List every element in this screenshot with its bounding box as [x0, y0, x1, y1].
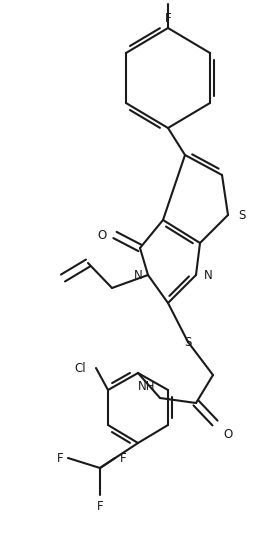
- Text: O: O: [223, 428, 232, 441]
- Text: F: F: [165, 12, 171, 25]
- Text: Cl: Cl: [75, 362, 86, 375]
- Text: F: F: [120, 451, 127, 464]
- Text: N: N: [134, 268, 143, 281]
- Text: O: O: [98, 229, 107, 242]
- Text: S: S: [184, 336, 192, 349]
- Text: F: F: [97, 500, 103, 513]
- Text: S: S: [238, 209, 245, 222]
- Text: F: F: [57, 451, 63, 464]
- Text: N: N: [204, 268, 213, 281]
- Text: NH: NH: [137, 380, 155, 393]
